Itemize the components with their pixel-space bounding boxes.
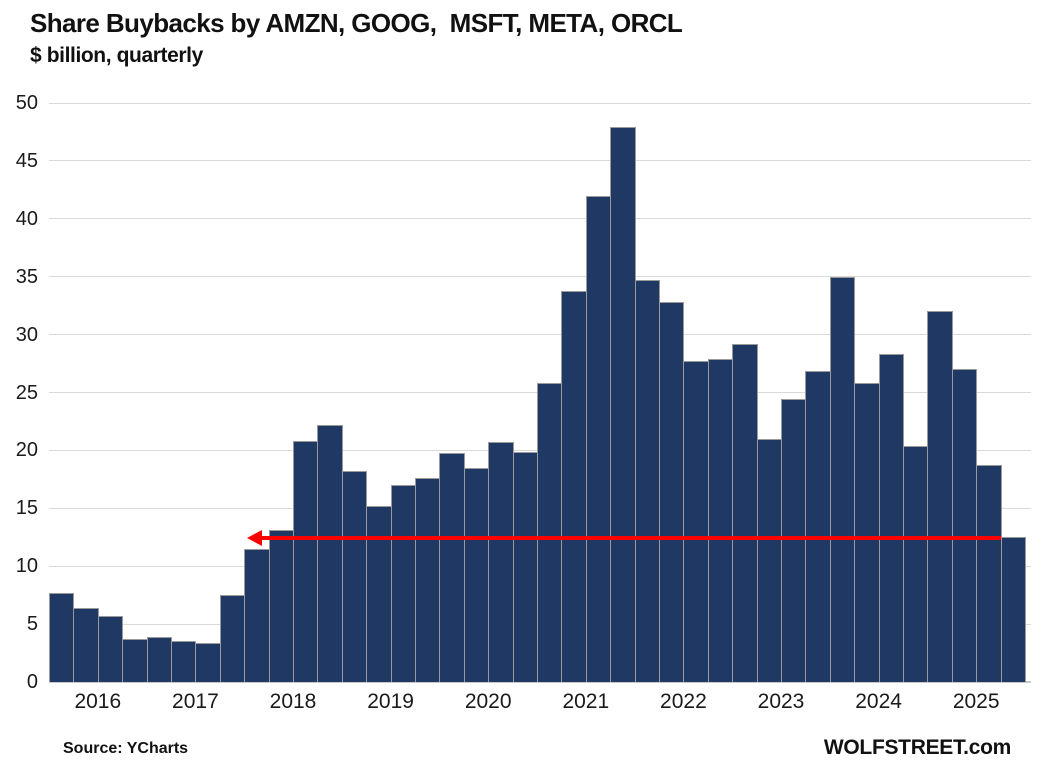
y-tick-label-0: 0 <box>26 671 38 693</box>
x-tick-label-2018: 2018 <box>269 690 317 713</box>
x-tick-label-2017: 2017 <box>172 690 219 713</box>
bar-2021-q4 <box>610 127 636 682</box>
bar-2018-q4 <box>317 424 343 682</box>
y-tick-label-10: 10 <box>15 555 38 578</box>
bar-2023-q3 <box>781 399 807 682</box>
y-tick-label-50: 50 <box>15 92 38 114</box>
bar-2022-q4 <box>707 358 734 682</box>
bar-2017-q1 <box>146 636 172 682</box>
x-tick-label-2021: 2021 <box>562 690 610 713</box>
x-tick-label-2023: 2023 <box>757 690 805 713</box>
gridline-45 <box>49 160 1031 162</box>
x-tick-label-2016: 2016 <box>74 690 122 713</box>
y-tick-label-20: 20 <box>15 439 38 462</box>
bar-2024-q3 <box>878 354 904 682</box>
gridline-35 <box>49 276 1031 278</box>
brand-wolfstreet: WOLFSTREET.com <box>823 736 1011 759</box>
annotation-arrow-line <box>260 536 1001 541</box>
bar-2023-q2 <box>756 438 782 682</box>
bar-2016-q4 <box>122 639 148 682</box>
gridline-30 <box>49 334 1031 336</box>
bar-2021-q1 <box>537 383 563 682</box>
bar-2020-q3 <box>488 442 514 682</box>
chart-title: Share Buybacks by AMZN, GOOG, MSFT, META… <box>30 8 683 38</box>
y-tick-label-30: 30 <box>15 323 38 346</box>
y-tick-label-15: 15 <box>15 497 38 520</box>
bar-2025-q3 <box>976 465 1002 682</box>
bar-2018-q3 <box>293 441 319 682</box>
gridline-0 <box>49 681 1031 683</box>
bar-2016-q3 <box>97 616 124 682</box>
x-tick-label-2025: 2025 <box>952 690 1000 713</box>
bar-2023-q4 <box>805 370 831 682</box>
plot-area <box>49 102 1031 683</box>
bar-2019-q3 <box>390 485 416 682</box>
x-tick-label-2022: 2022 <box>660 690 707 713</box>
bar-2022-q2 <box>659 302 685 682</box>
bar-2016-q2 <box>73 607 99 682</box>
y-tick-label-25: 25 <box>15 381 38 404</box>
bar-2019-q4 <box>415 478 441 682</box>
y-axis-labels: 0 5 10 15 20 25 30 35 40 45 50 <box>0 92 38 693</box>
y-tick-label-40: 40 <box>15 207 38 230</box>
bar-2024-q4 <box>903 445 929 682</box>
bar-2018-q2 <box>268 530 294 682</box>
x-tick-label-2019: 2019 <box>367 690 414 713</box>
gridline-50 <box>49 102 1031 104</box>
bar-2022-q1 <box>634 280 660 682</box>
annotation-arrow-head <box>247 530 263 547</box>
bar-2017-q3 <box>195 642 221 682</box>
bar-2022-q3 <box>683 361 709 682</box>
y-tick-label-35: 35 <box>15 265 38 288</box>
x-tick-label-2020: 2020 <box>464 690 512 713</box>
bar-2023-q1 <box>732 343 758 682</box>
y-tick-label-5: 5 <box>26 613 38 636</box>
bar-2024-q1 <box>829 276 856 682</box>
bar-2025-q2 <box>951 369 978 682</box>
gridline-40 <box>49 218 1031 220</box>
bars-group <box>49 103 1026 682</box>
x-axis-labels: 2016 2017 2018 2019 2020 2021 2022 2023 2024 2025 <box>49 690 1031 720</box>
source-note: Source: YCharts <box>63 740 189 757</box>
bar-2020-q2 <box>463 467 490 682</box>
bar-2016-q1 <box>49 592 75 682</box>
bar-2020-q1 <box>439 452 465 682</box>
bar-2024-q2 <box>854 383 880 682</box>
bar-2019-q2 <box>366 505 392 682</box>
chart-subtitle: $ billion, quarterly <box>30 44 203 67</box>
y-tick-label-45: 45 <box>15 149 38 172</box>
bar-2025-q1 <box>927 311 953 682</box>
bar-2018-q1 <box>244 548 270 682</box>
bar-2025-q4 <box>1000 537 1026 682</box>
x-tick-label-2024: 2024 <box>855 690 902 713</box>
bar-2019-q1 <box>341 471 368 682</box>
bar-2021-q3 <box>585 195 612 682</box>
bar-2020-q4 <box>512 451 538 682</box>
bar-2017-q4 <box>219 595 246 682</box>
bar-2021-q2 <box>561 290 587 682</box>
bar-2017-q2 <box>171 641 197 682</box>
